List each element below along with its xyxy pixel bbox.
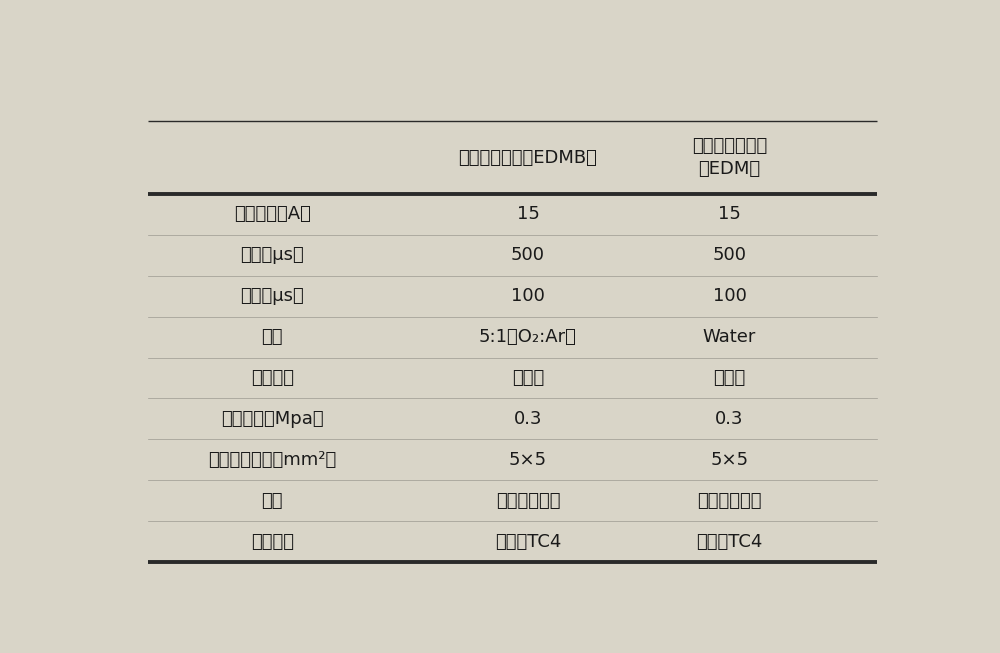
Text: 电极投影面积（mm²）: 电极投影面积（mm²） (208, 451, 336, 469)
Text: 放电烧蚀加工（EDMB）: 放电烧蚀加工（EDMB） (459, 148, 597, 167)
Text: 脉间（μs）: 脉间（μs） (240, 287, 304, 305)
Text: 工件材料: 工件材料 (251, 533, 294, 550)
Text: 500: 500 (712, 246, 746, 264)
Text: 馒合金TC4: 馒合金TC4 (696, 533, 763, 550)
Text: 中空紫锅电极: 中空紫锅电极 (697, 492, 762, 510)
Text: 正极性: 正极性 (512, 369, 544, 387)
Text: 5×5: 5×5 (710, 451, 749, 469)
Text: 加工极性: 加工极性 (251, 369, 294, 387)
Text: 5:1（O₂:Ar）: 5:1（O₂:Ar） (479, 328, 577, 346)
Text: 15: 15 (517, 206, 539, 223)
Text: 100: 100 (511, 287, 545, 305)
Text: Water: Water (703, 328, 756, 346)
Text: 15: 15 (718, 206, 741, 223)
Text: 0.3: 0.3 (514, 410, 542, 428)
Text: 馒合金TC4: 馒合金TC4 (495, 533, 561, 550)
Text: 平均电流（A）: 平均电流（A） (234, 206, 311, 223)
Text: （EDM）: （EDM） (698, 160, 761, 178)
Text: 5×5: 5×5 (509, 451, 547, 469)
Text: 500: 500 (511, 246, 545, 264)
Text: 介质压力（Mpa）: 介质压力（Mpa） (221, 410, 324, 428)
Text: 0.3: 0.3 (715, 410, 744, 428)
Text: 脉宽（μs）: 脉宽（μs） (240, 246, 304, 264)
Text: 常规电火花加工: 常规电火花加工 (692, 137, 767, 155)
Text: 中空紫锅电极: 中空紫锅电极 (496, 492, 560, 510)
Text: 介质: 介质 (262, 328, 283, 346)
Text: 正极性: 正极性 (713, 369, 746, 387)
Text: 电极: 电极 (262, 492, 283, 510)
Text: 100: 100 (713, 287, 746, 305)
